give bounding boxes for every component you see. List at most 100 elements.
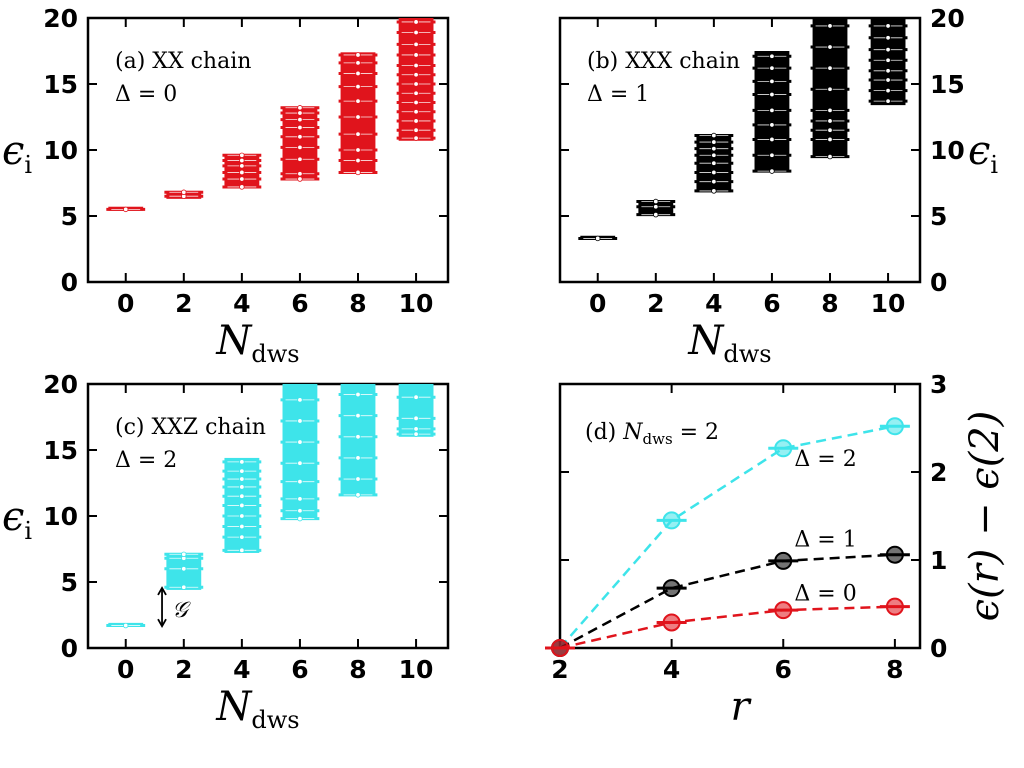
- energy-level-marker: [413, 81, 419, 87]
- energy-level-marker: [413, 127, 419, 133]
- energy-level-marker: [355, 114, 361, 120]
- energy-level-marker: [769, 65, 775, 71]
- x-tick-label: 10: [871, 289, 906, 318]
- x-tick-label: 4: [233, 655, 250, 684]
- energy-level-marker: [355, 157, 361, 164]
- energy-level-marker: [239, 169, 245, 176]
- energy-level-marker: [239, 523, 245, 530]
- y-tick-label: 10: [43, 136, 78, 165]
- energy-level-marker: [297, 134, 303, 140]
- energy-level-marker: [355, 412, 361, 419]
- energy-level-marker: [239, 534, 245, 540]
- x-tick-label: 4: [663, 655, 680, 684]
- energy-level-marker: [827, 44, 833, 50]
- x-tick-label: 0: [117, 655, 134, 684]
- energy-level-marker: [769, 168, 775, 174]
- x-tick-label: 6: [291, 289, 308, 318]
- y-tick-label: 20: [43, 4, 78, 33]
- panel-delta-label: Δ = 2: [115, 448, 177, 473]
- energy-level-marker: [711, 160, 717, 166]
- energy-level-marker: [297, 124, 303, 131]
- energy-level-marker: [413, 19, 419, 25]
- x-tick-label: 4: [233, 289, 250, 318]
- energy-level-marker: [769, 78, 775, 85]
- series-line: [559, 605, 895, 650]
- panel-b: 0 2 4 6 8 10 0 5 10 15 20 (b) XXX chain Δ = 1 Ndws ϵi: [558, 4, 998, 368]
- x-tick-label: 2: [175, 289, 192, 318]
- data-point: [662, 511, 681, 530]
- energy-level-marker: [297, 418, 303, 424]
- energy-level-marker: [827, 23, 833, 29]
- energy-level-marker: [239, 484, 245, 490]
- energy-level-marker: [355, 169, 361, 176]
- energy-level-marker: [239, 184, 245, 190]
- energy-level-marker: [413, 72, 419, 78]
- y-tick-label: 3: [930, 370, 947, 399]
- level-band: [340, 52, 376, 174]
- x-axis-label-subscript: dws: [251, 340, 299, 368]
- energy-level-marker: [181, 584, 187, 590]
- energy-level-marker: [297, 116, 303, 123]
- panel-title: (c) XXZ chain: [115, 415, 266, 440]
- y-axis-label-base: ϵ: [968, 128, 990, 174]
- energy-level-marker: [769, 107, 775, 114]
- energy-level-marker: [885, 68, 891, 74]
- energy-level-marker: [413, 426, 419, 432]
- energy-level-marker: [769, 122, 775, 128]
- energy-level-marker: [413, 99, 419, 106]
- energy-level-marker: [885, 35, 891, 41]
- panel-title-math: N: [622, 420, 643, 445]
- energy-level-marker: [413, 29, 419, 36]
- energy-level-marker: [413, 41, 419, 48]
- energy-level-marker: [711, 145, 717, 152]
- energy-level-marker: [711, 169, 717, 176]
- y-tick-label: 15: [930, 70, 965, 99]
- y-tick-label: 0: [930, 634, 947, 663]
- energy-level-marker: [239, 157, 245, 164]
- energy-level-marker: [827, 86, 833, 92]
- energy-level-marker: [239, 152, 245, 158]
- y-axis-label: ϵi: [2, 494, 32, 545]
- x-axis-label: Ndws: [687, 318, 771, 368]
- energy-level-marker: [239, 459, 245, 465]
- series-line: [559, 553, 895, 650]
- energy-level-marker: [413, 52, 419, 58]
- y-tick-label: 10: [43, 502, 78, 531]
- y-tick-label: 20: [930, 4, 965, 33]
- series-label: Δ = 2: [794, 447, 856, 472]
- energy-level-marker: [297, 460, 303, 466]
- energy-level-marker: [711, 132, 717, 139]
- energy-level-marker: [827, 127, 833, 133]
- data-point: [885, 417, 904, 436]
- y-tick-label: 5: [61, 568, 78, 597]
- x-tick-label: 4: [705, 289, 722, 318]
- x-tick-label: 10: [399, 655, 434, 684]
- x-tick-label: 2: [175, 655, 192, 684]
- x-axis-label-base: N: [215, 318, 253, 364]
- energy-level-marker: [827, 136, 833, 143]
- data-point: [551, 639, 569, 657]
- energy-level-marker: [355, 98, 361, 104]
- energy-level-marker: [239, 513, 245, 519]
- energy-level-marker: [885, 57, 891, 63]
- energy-level-marker: [239, 468, 245, 474]
- x-tick-label: 6: [763, 289, 780, 318]
- y-axis-label-subscript: i: [24, 517, 32, 545]
- energy-level-marker: [595, 235, 601, 242]
- data-point: [774, 439, 793, 458]
- x-tick-label: 0: [117, 289, 134, 318]
- energy-level-marker: [239, 476, 245, 482]
- energy-level-marker: [413, 118, 419, 124]
- energy-level-marker: [413, 109, 419, 115]
- x-tick-label: 0: [589, 289, 606, 318]
- energy-level-marker: [413, 90, 419, 96]
- energy-level-marker: [239, 163, 245, 169]
- x-tick-label: 8: [886, 655, 903, 684]
- x-tick-label: 2: [647, 289, 664, 318]
- panel-title: (b) XXX chain: [587, 49, 740, 74]
- energy-level-marker: [413, 62, 419, 69]
- energy-level-marker: [355, 83, 361, 90]
- energy-level-marker: [181, 189, 187, 195]
- energy-level-marker: [181, 566, 187, 572]
- series-line: [559, 425, 896, 649]
